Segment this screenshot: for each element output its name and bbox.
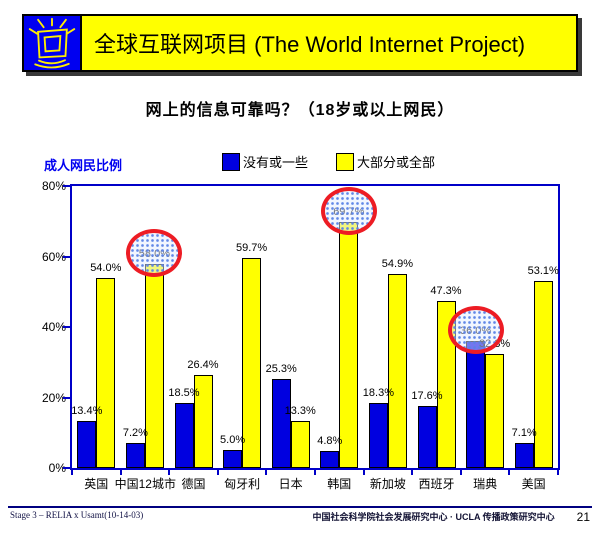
highlight-circle (447, 306, 504, 355)
bar-value-label: 26.4% (187, 358, 219, 371)
x-tick-mark (411, 470, 414, 475)
bar-no-or-some (320, 451, 340, 468)
footer-page-number: 21 (576, 510, 590, 524)
legend-swatch-yellow (336, 152, 355, 171)
x-category-label: 瑞典 (473, 477, 498, 491)
footer-center: 中国社会科学院社会发展研究中心 · UCLA 传播政策研究中心 (312, 512, 555, 522)
x-category-label: 新加坡 (369, 477, 406, 491)
chart-legend: 没有或一些 大部分或全部 (222, 152, 435, 171)
chart-title: 成人网民比例 (44, 158, 123, 173)
bar-most-or-all (96, 277, 116, 468)
bar-most-or-all (290, 421, 310, 468)
header-title: 全球互联网项目 (The World Internet Project) (94, 32, 526, 57)
x-tick-mark (362, 470, 365, 475)
x-tick-mark (71, 470, 73, 475)
highlight-circle (126, 228, 183, 277)
x-category-label: 韩国 (327, 477, 352, 491)
bar-value-label: 53.1% (527, 264, 559, 277)
bar-most-or-all (387, 274, 407, 468)
bar-value-label: 18.5% (168, 386, 200, 399)
x-category-label: 匈牙利 (224, 477, 261, 491)
monitor-rays-icon (28, 17, 76, 69)
plot-area (70, 184, 560, 470)
bar-most-or-all (339, 222, 359, 468)
bar-no-or-some (174, 402, 194, 468)
x-category-label: 中国12城市 (114, 477, 176, 491)
x-category-label: 英国 (84, 477, 109, 491)
x-tick-mark (265, 470, 268, 475)
bar-value-label: 54.9% (381, 258, 413, 271)
y-tick-mark (63, 396, 70, 399)
bar-most-or-all (193, 374, 213, 468)
x-tick-mark (216, 470, 219, 475)
y-tick-mark (63, 185, 70, 187)
bar-no-or-some (417, 405, 437, 468)
x-tick-mark (459, 470, 462, 475)
x-category-label: 美国 (521, 477, 546, 491)
bar-most-or-all (485, 354, 505, 468)
bar-value-label: 13.3% (284, 405, 316, 418)
y-tick-label: 60% (41, 249, 66, 264)
bar-most-or-all (242, 257, 262, 468)
y-tick-label: 0% (48, 461, 66, 475)
bar-value-label: 4.8% (317, 435, 343, 448)
bar-value-label: 17.6% (411, 389, 443, 402)
x-tick-mark (508, 470, 511, 475)
bar-no-or-some (271, 378, 291, 468)
bar-no-or-some (368, 403, 388, 468)
y-tick-mark (63, 326, 70, 328)
footer: Stage 3 – RELIA x Usamt(10-14-03) 中国社会科学… (10, 510, 590, 524)
y-tick-label: 20% (41, 390, 66, 405)
bar-value-label: 25.3% (265, 362, 297, 375)
bar-most-or-all (436, 301, 456, 468)
bar-value-label: 47.3% (430, 285, 462, 298)
bar-no-or-some (223, 450, 243, 468)
bar-no-or-some (514, 442, 534, 468)
bar-value-label: 7.1% (511, 426, 537, 439)
legend-swatch-blue (222, 152, 240, 171)
bar-value-label: 7.2% (122, 426, 148, 439)
header-banner: 全球互联网项目 (The World Internet Project) (22, 14, 578, 72)
y-tick-mark (63, 467, 70, 469)
bar-no-or-some (77, 420, 97, 468)
legend-item-no-or-some: 没有或一些 (222, 152, 308, 171)
x-category-label: 日本 (278, 477, 303, 491)
world-internet-project-logo (24, 16, 82, 70)
x-tick-mark (314, 470, 316, 475)
y-tick-label: 80% (41, 179, 66, 193)
x-tick-mark (557, 470, 559, 475)
footer-divider (8, 506, 592, 508)
bar-value-label: 13.4% (71, 404, 103, 417)
legend-label-most-or-all: 大部分或全部 (357, 155, 436, 170)
bar-value-label: 54.0% (90, 261, 122, 274)
bar-most-or-all (533, 280, 553, 468)
bar-no-or-some (466, 341, 486, 468)
x-category-label: 德国 (181, 477, 206, 491)
bar-value-label: 5.0% (220, 434, 246, 447)
bar-value-label: 18.3% (362, 387, 394, 400)
x-category-label: 西班牙 (418, 477, 455, 491)
x-tick-mark (168, 470, 171, 475)
y-tick-label: 40% (41, 320, 66, 334)
x-tick-mark (119, 470, 122, 475)
bar-value-label: 59.7% (235, 241, 268, 254)
legend-label-no-or-some: 没有或一些 (243, 155, 309, 170)
bar-no-or-some (125, 442, 145, 468)
slide-title: 网上的信息可靠吗？（18岁或以上网民） (145, 102, 455, 119)
highlight-circle (320, 187, 377, 236)
y-tick-mark (63, 255, 70, 258)
legend-item-most-or-all: 大部分或全部 (336, 152, 435, 171)
footer-left: Stage 3 – RELIA x Usamt(10-14-03) (10, 510, 144, 520)
